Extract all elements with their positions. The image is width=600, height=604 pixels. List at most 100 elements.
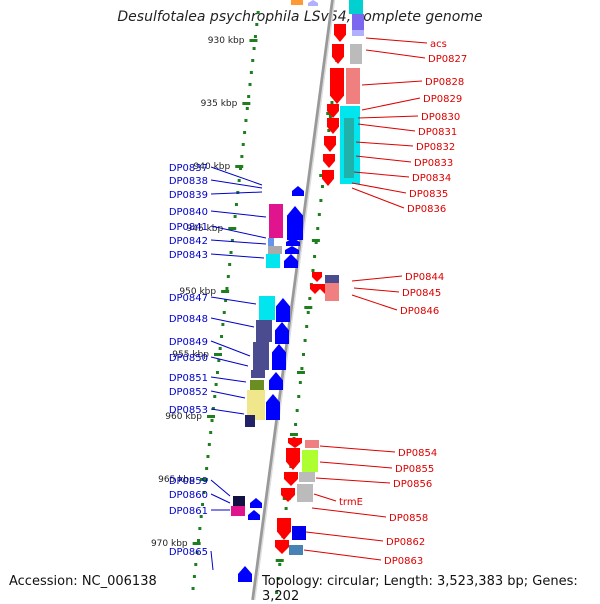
gene-leader-line bbox=[210, 296, 257, 305]
gene-feature-block bbox=[349, 0, 363, 14]
forward-gene-arrow bbox=[286, 238, 300, 246]
track-dot bbox=[316, 227, 320, 230]
ruler-dot bbox=[225, 287, 229, 290]
gene-label-right: DP0855 bbox=[395, 464, 434, 475]
track-dot bbox=[278, 563, 282, 566]
ruler-dot bbox=[217, 359, 221, 362]
ruler-dot bbox=[230, 239, 234, 242]
track-dot bbox=[328, 115, 332, 118]
gene-features bbox=[231, 0, 364, 582]
gene-feature-block bbox=[231, 506, 245, 516]
ruler-label: 960 kbp bbox=[165, 412, 202, 422]
forward-gene-arrow bbox=[238, 566, 252, 582]
ruler-dot bbox=[218, 347, 222, 350]
ruler-dot bbox=[226, 275, 230, 278]
ruler-dot bbox=[224, 299, 228, 302]
gene-leader-line bbox=[210, 390, 246, 399]
ruler-dot bbox=[252, 47, 256, 50]
gene-feature-block bbox=[350, 44, 362, 64]
ruler-dot bbox=[210, 419, 214, 422]
gene-label-left: DP0865 bbox=[169, 547, 208, 558]
gene-label-right: DP0835 bbox=[409, 189, 448, 200]
reverse-gene-arrow bbox=[322, 170, 334, 186]
reverse-gene-arrow bbox=[330, 68, 344, 104]
gene-leader-line bbox=[357, 115, 419, 119]
gene-feature-block bbox=[233, 496, 245, 506]
gene-label-left: DP0860 bbox=[169, 490, 208, 501]
ruler-tick bbox=[199, 478, 208, 481]
gene-feature-block bbox=[289, 545, 303, 555]
track-dot bbox=[317, 213, 321, 216]
gene-label-right: acs bbox=[430, 39, 447, 50]
reverse-gene-arrow bbox=[327, 118, 339, 134]
gene-feature-block bbox=[305, 440, 319, 448]
gene-feature-block bbox=[299, 472, 315, 482]
gene-leader-line bbox=[313, 493, 337, 502]
reverse-gene-arrow bbox=[312, 272, 322, 282]
track-dot bbox=[320, 185, 324, 188]
track-dot bbox=[305, 325, 309, 328]
gene-leader-line bbox=[361, 97, 421, 111]
ruler-dot bbox=[196, 539, 200, 542]
reverse-gene-arrow bbox=[284, 472, 298, 486]
track-tick bbox=[289, 433, 298, 436]
gene-feature-block bbox=[256, 320, 272, 342]
ruler-tick bbox=[192, 542, 201, 545]
track-dot bbox=[303, 339, 307, 342]
ruler-dot bbox=[202, 491, 206, 494]
gene-label-right: DP0829 bbox=[423, 94, 462, 105]
gene-label-right: DP0830 bbox=[421, 112, 460, 123]
ruler-tick bbox=[228, 227, 237, 230]
forward-gene-arrow bbox=[266, 394, 280, 420]
backbone-rail bbox=[251, 0, 336, 600]
ruler-dot bbox=[206, 455, 210, 458]
ruler-tick bbox=[235, 165, 244, 168]
ruler-dot bbox=[222, 311, 226, 314]
gene-label-right: DP0863 bbox=[384, 556, 423, 567]
gene-leader-line bbox=[210, 210, 267, 218]
track-dot bbox=[297, 395, 301, 398]
ruler-dot bbox=[255, 23, 259, 26]
gene-label-right: DP0836 bbox=[407, 204, 446, 215]
gene-leader-line bbox=[210, 166, 263, 186]
gene-label-right: trmE bbox=[339, 497, 363, 508]
ruler-dot bbox=[199, 515, 203, 518]
ruler-tick bbox=[206, 415, 215, 418]
gene-leader-line bbox=[210, 493, 231, 504]
gene-leader-line bbox=[210, 408, 245, 415]
gene-leader-line bbox=[210, 191, 263, 195]
ruler-dot bbox=[243, 131, 247, 134]
gene-feature-block bbox=[266, 254, 280, 268]
gene-label-left: DP0849 bbox=[169, 337, 208, 348]
ruler-dot bbox=[215, 371, 219, 374]
ruler-dot bbox=[191, 587, 195, 590]
track-dot bbox=[298, 381, 302, 384]
forward-gene-arrow bbox=[284, 254, 298, 268]
gene-label-right: DP0833 bbox=[414, 158, 453, 169]
ruler-dot bbox=[194, 563, 198, 566]
gene-leader-line bbox=[353, 171, 410, 178]
ruler-dot bbox=[240, 155, 244, 158]
gene-label-right: DP0828 bbox=[425, 77, 464, 88]
gene-label-left: DP0851 bbox=[169, 373, 208, 384]
gene-label-right: DP0831 bbox=[418, 127, 457, 138]
ruler-dot bbox=[192, 575, 196, 578]
ruler-dot bbox=[213, 395, 217, 398]
gene-label-left: DP0841 bbox=[169, 222, 208, 233]
track-dot bbox=[319, 199, 323, 202]
gene-leader-line bbox=[210, 179, 263, 189]
ruler-tick bbox=[213, 353, 222, 356]
ruler-dot bbox=[251, 59, 255, 62]
gene-label-left: DP0859 bbox=[169, 476, 208, 487]
gene-leader-line bbox=[315, 477, 391, 484]
gene-feature-block bbox=[250, 380, 264, 390]
gene-feature-block bbox=[245, 415, 255, 427]
track-dot bbox=[308, 297, 312, 300]
forward-gene-arrow bbox=[250, 498, 262, 508]
ruler-dot bbox=[248, 83, 252, 86]
ruler-tick bbox=[221, 290, 230, 293]
gene-feature-block bbox=[269, 204, 283, 238]
reverse-gene-arrow bbox=[275, 540, 289, 554]
ruler-dot bbox=[198, 527, 202, 530]
forward-gene-arrow bbox=[275, 322, 289, 344]
